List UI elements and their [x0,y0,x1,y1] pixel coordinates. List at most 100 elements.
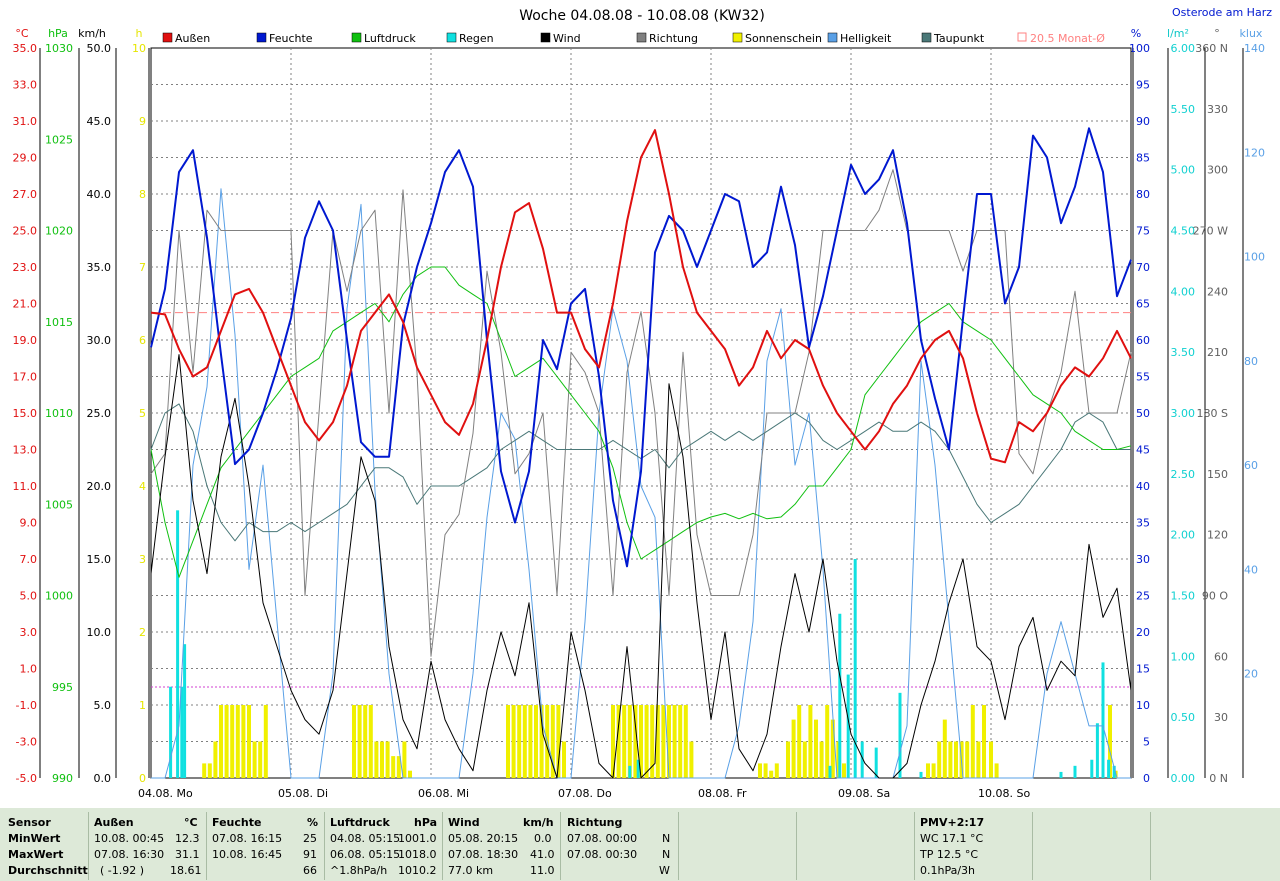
regen-bar [176,510,180,778]
legend-label-luftdruck: Luftdruck [364,32,416,45]
aussen-series-line [150,129,1132,464]
temperature-tick-label: 23.0 [13,261,38,274]
pressure-tick-label: 1005 [45,498,73,511]
regen-bar [919,771,923,778]
sonnenschein-bar [769,770,774,778]
sonnenschein-bar [550,705,555,778]
sonnenschein-bar [633,705,638,778]
direction-tick-label: 300 [1207,164,1228,177]
regen-bar [846,674,850,778]
humidity-tick-label: 10 [1136,699,1150,712]
sonnenschein-bar [534,705,538,778]
sonnenschein-bar [385,741,390,778]
sunshine-tick-label: 3 [139,553,146,566]
sonnenschein-bar [683,705,688,778]
regen-bar [860,741,864,778]
sonnenschein-bar [380,741,384,778]
regen-bar [1095,723,1099,778]
avg-wind-value: 11.0 [530,864,555,877]
sonnenschein-bar [970,705,975,778]
rain-tick-label: 0.00 [1171,772,1196,785]
axis-unit-labels: °C hPa km/h h% l/m² ° klux [15,27,1263,40]
humidity-tick-label: 15 [1136,663,1150,676]
sonnenschein-bar [357,705,362,778]
min-wind-value: 0.0 [534,832,552,845]
direction-tick-label: 180 S [1197,407,1228,420]
max-wind-value: 41.0 [530,848,555,861]
sonnenschein-bar [650,705,655,778]
sonnenschein-bar [672,705,677,778]
regen-bar [628,765,632,778]
legend-label-aussen: Außen [175,32,210,45]
sunshine-tick-label: 6 [139,334,146,347]
light-tick-label: 40 [1244,563,1258,576]
min-luftdruck-value: 1001.0 [398,832,437,845]
wind-distance: 77.0 km [448,864,494,877]
sonnenschein-bar [802,741,807,778]
sunshine-tick-label: 5 [139,407,146,420]
header-feuchte: Feuchte [212,816,262,829]
pressure-tick-label: 995 [52,681,73,694]
temperature-tick-label: 13.0 [13,444,38,457]
legend: Außen Feuchte Luftdruck Regen Wind Richtung So… [162,32,1105,45]
direction-tick-label: 270 W [1193,225,1228,238]
temperature-tick-label: 29.0 [13,152,38,165]
sonnenschein-bar [562,741,566,778]
regen-bar [874,747,878,778]
sonnenschein-bar [825,705,830,778]
wind-series-line [150,354,1132,779]
wind-tick-label: 10.0 [87,626,112,639]
legend-swatch-monat [1017,32,1027,42]
legend-swatch-wind [540,32,551,43]
light-unit-label: klux [1240,27,1263,40]
legend-label-sonnenschein: Sonnenschein [745,32,822,45]
sonnenschein-bar [644,705,649,778]
rain-tick-label: 1.50 [1171,590,1196,603]
humidity-tick-label: 75 [1136,225,1150,238]
sunshine-tick-label: 2 [139,626,146,639]
humidity-tick-label: 70 [1136,261,1150,274]
wind-chill: WC 17.1 °C [920,832,984,845]
sonnenschein-bar [352,705,356,778]
max-aussen-time: 07.08. 16:30 [94,848,165,861]
humidity-tick-label: 100 [1129,42,1150,55]
light-tick-label: 120 [1244,146,1265,159]
sonnenschein-bar [994,763,999,778]
humidity-tick-label: 45 [1136,444,1150,457]
humidity-tick-label: 85 [1136,152,1150,165]
legend-swatch-sonnenschein [732,32,743,43]
wind-tick-label: 20.0 [87,480,112,493]
humidity-tick-label: 20 [1136,626,1150,639]
avg-luftdruck-trend: ^1.8hPa/h [330,864,388,877]
x-tick-label: 09.08. Sa [838,787,890,800]
rain-tick-label: 0.50 [1171,711,1196,724]
regen-bar [183,644,187,778]
direction-tick-label: 0 N [1209,772,1228,785]
sonnenschein-bar [202,763,207,778]
x-tick-label: 06.08. Mi [418,787,469,800]
sonnenschein-bar [506,705,510,778]
humidity-tick-label: 65 [1136,298,1150,311]
sonnenschein-bar [942,719,947,778]
regen-bar [838,613,842,778]
temperature-tick-label: 15.0 [13,407,38,420]
rain-tick-label: 4.50 [1171,225,1196,238]
sonnenschein-bar [808,705,813,778]
temperature-tick-label: 9.0 [20,517,38,530]
max-luftdruck-time: 06.08. 05:15 [330,848,401,861]
weather-chart: Woche 04.08.08 - 10.08.08 (KW32) Osterod… [13,6,1273,800]
sonnenschein-bar [391,756,396,778]
header-feuchte-unit: % [307,816,319,829]
wind-tick-label: 0.0 [94,772,112,785]
sunshine-tick-label: 8 [139,188,146,201]
sonnenschein-bar [374,741,379,778]
rain-tick-label: 3.50 [1171,346,1196,359]
rain-tick-label: 1.00 [1171,650,1196,663]
direction-tick-label: 60 [1214,650,1228,663]
humidity-unit-label: % [1131,27,1141,40]
sonnenschein-bar [1108,705,1112,778]
sonnenschein-bar [230,705,235,778]
temp-unit-label: °C [15,27,29,40]
min-aussen-time: 10.08. 00:45 [94,832,165,845]
humidity-tick-label: 80 [1136,188,1150,201]
